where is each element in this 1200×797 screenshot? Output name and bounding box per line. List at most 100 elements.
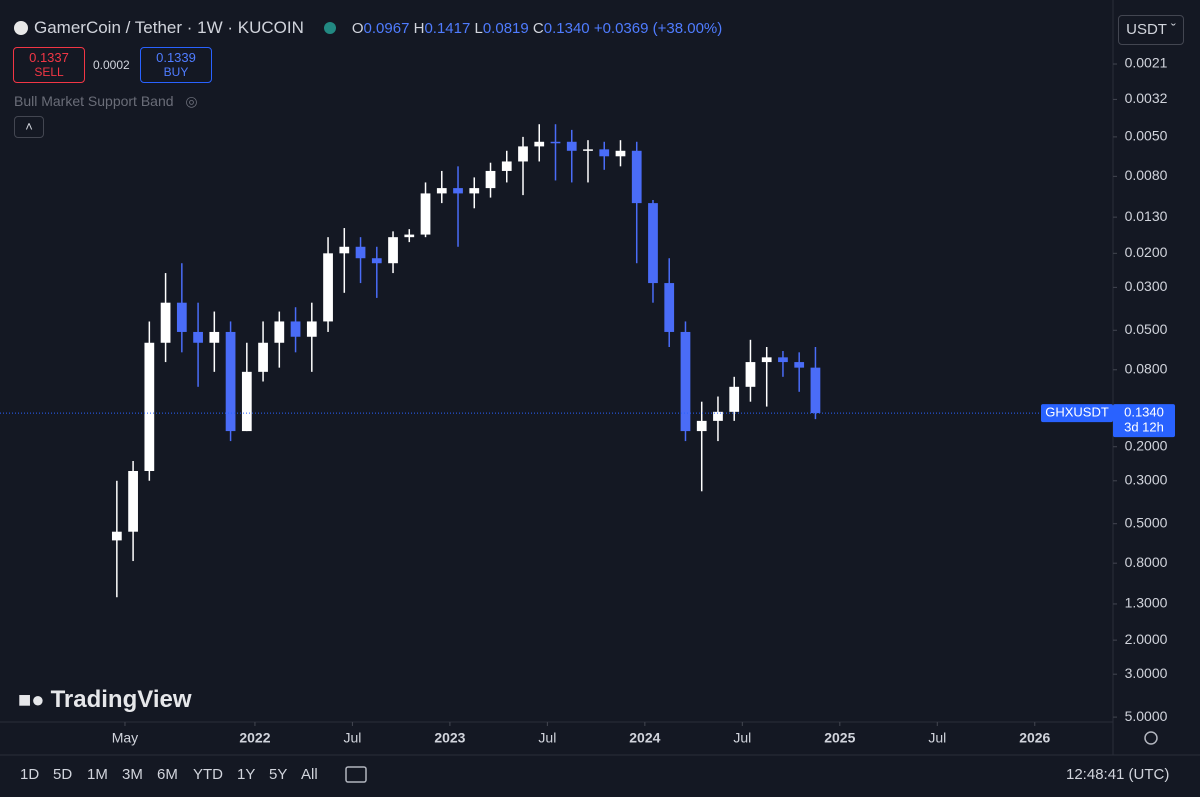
price-tick-label: 2.0000: [1125, 631, 1168, 647]
price-tick-label: 0.0032: [1125, 90, 1168, 106]
time-tick-label: Jul: [538, 730, 556, 746]
candle-body: [128, 471, 138, 532]
candle-body: [566, 141, 577, 151]
candle-body: [436, 188, 447, 194]
indicator-label: Bull Market Support Band ◎: [14, 93, 198, 110]
ohlc-value: 0.1340: [543, 19, 590, 37]
candle-body: [696, 420, 707, 432]
price-tick-label: 0.0080: [1125, 167, 1168, 183]
ohlc-key: H: [413, 19, 425, 37]
candle-body: [615, 150, 626, 157]
sell-label: SELL: [34, 65, 64, 79]
market-status: [323, 22, 336, 34]
candle-body: [583, 149, 593, 151]
candle-body: [306, 321, 317, 337]
date-range-icon[interactable]: [345, 766, 367, 783]
range-button[interactable]: 5Y: [269, 766, 288, 783]
candle-body: [209, 331, 220, 343]
candle-body: [810, 367, 821, 414]
spread: 0.0002: [93, 58, 130, 72]
ohlc-value: 0.0819: [482, 19, 529, 37]
candle-body: [111, 531, 122, 541]
candle-body: [631, 150, 642, 204]
price-tick-label: 0.0500: [1125, 321, 1168, 337]
candle-body: [534, 141, 545, 147]
time-tick-label: May: [112, 730, 138, 746]
candle-body: [680, 331, 691, 432]
candle-body: [453, 188, 463, 194]
plot-area: [111, 124, 821, 598]
candle-body: [778, 357, 788, 363]
range-button[interactable]: 3M: [122, 766, 143, 783]
time-tick-label: 2026: [1019, 730, 1050, 746]
watermark-text: TradingView: [50, 686, 192, 713]
candle-body: [648, 203, 658, 284]
buy-price: 0.1339: [156, 50, 196, 65]
candle-body: [729, 386, 740, 412]
currency: USDT: [1126, 21, 1167, 38]
price-tick-label: 1.3000: [1125, 595, 1168, 611]
symbol-tag: [1041, 404, 1113, 423]
candle-body: [599, 149, 610, 157]
price-tick-label: 0.0300: [1125, 278, 1168, 294]
settings-icon[interactable]: [1144, 731, 1158, 745]
price-tick-label: 0.0050: [1125, 128, 1168, 144]
watermark: ■● TradingView: [18, 686, 192, 714]
candle-body: [160, 302, 171, 343]
range-button[interactable]: 6M: [157, 766, 178, 783]
candle-body: [274, 321, 285, 343]
candle-body: [469, 188, 480, 194]
candle-body: [761, 357, 772, 363]
price-tick-label: 0.2000: [1125, 437, 1168, 453]
price-tick-label: 5.0000: [1125, 708, 1168, 724]
range-button[interactable]: 1Y: [237, 766, 256, 783]
ohlc-value: 0.0967: [363, 19, 410, 37]
price-tick-label: 0.3000: [1125, 471, 1168, 487]
candle-body: [404, 234, 415, 238]
range-button[interactable]: YTD: [193, 766, 223, 783]
symbol-tag-text: GHXUSDT: [1045, 405, 1109, 420]
candle-body: [664, 283, 675, 332]
sell-price: 0.1337: [29, 50, 69, 65]
symbol-header: GamerCoin / Tether · 1W · KUCOIN O0.0967…: [14, 18, 722, 38]
candle-body: [501, 161, 512, 171]
sell-button[interactable]: 0.1337 SELL: [13, 47, 85, 83]
ohlc-legend: O0.0967 H0.1417 L0.0819 C0.1340 +0.0369 …: [352, 20, 722, 37]
candle-body: [258, 342, 268, 372]
price-tag: [1113, 404, 1175, 438]
candle-body: [225, 331, 236, 432]
candle-body: [193, 331, 203, 343]
ohlc-value: 0.1417: [424, 19, 471, 37]
range-button[interactable]: All: [301, 766, 318, 783]
candle-body: [355, 246, 366, 259]
range-button[interactable]: 1D: [20, 766, 40, 783]
candle-body: [144, 342, 155, 472]
price-tick-label: 0.8000: [1125, 554, 1168, 570]
candle-body: [420, 193, 431, 235]
time-tick-label: 2024: [629, 730, 660, 746]
price-tick-label: 3.0000: [1125, 665, 1168, 681]
currency-select[interactable]: USDT ˇ: [1118, 15, 1184, 45]
range-button[interactable]: 1M: [87, 766, 108, 783]
ohlc-change: +0.0369 (+38.00%): [593, 19, 723, 37]
time-tick-label: 2025: [824, 730, 855, 746]
hide-icon[interactable]: ◎: [185, 93, 198, 109]
ohlc-key: O: [351, 19, 364, 37]
collapse-button[interactable]: ˄: [14, 116, 44, 138]
candle-body: [323, 253, 333, 322]
candle-body: [290, 321, 301, 337]
buy-label: BUY: [163, 65, 189, 79]
symbol-title: GamerCoin / Tether · 1W · KUCOIN: [34, 18, 304, 37]
buy-button[interactable]: 0.1339 BUY: [140, 47, 212, 83]
coin-logo: [14, 21, 28, 35]
candle-body: [713, 411, 723, 421]
indicator-name: Bull Market Support Band: [14, 93, 174, 109]
candle-body: [176, 302, 187, 332]
ohlc-key: C: [532, 19, 544, 37]
time-tick-label: Jul: [343, 730, 361, 746]
range-button[interactable]: 5D: [53, 766, 73, 783]
price-tick-label: 0.0021: [1125, 55, 1168, 71]
candle-body: [241, 371, 252, 432]
price-tag-value: 0.1340: [1124, 405, 1164, 420]
